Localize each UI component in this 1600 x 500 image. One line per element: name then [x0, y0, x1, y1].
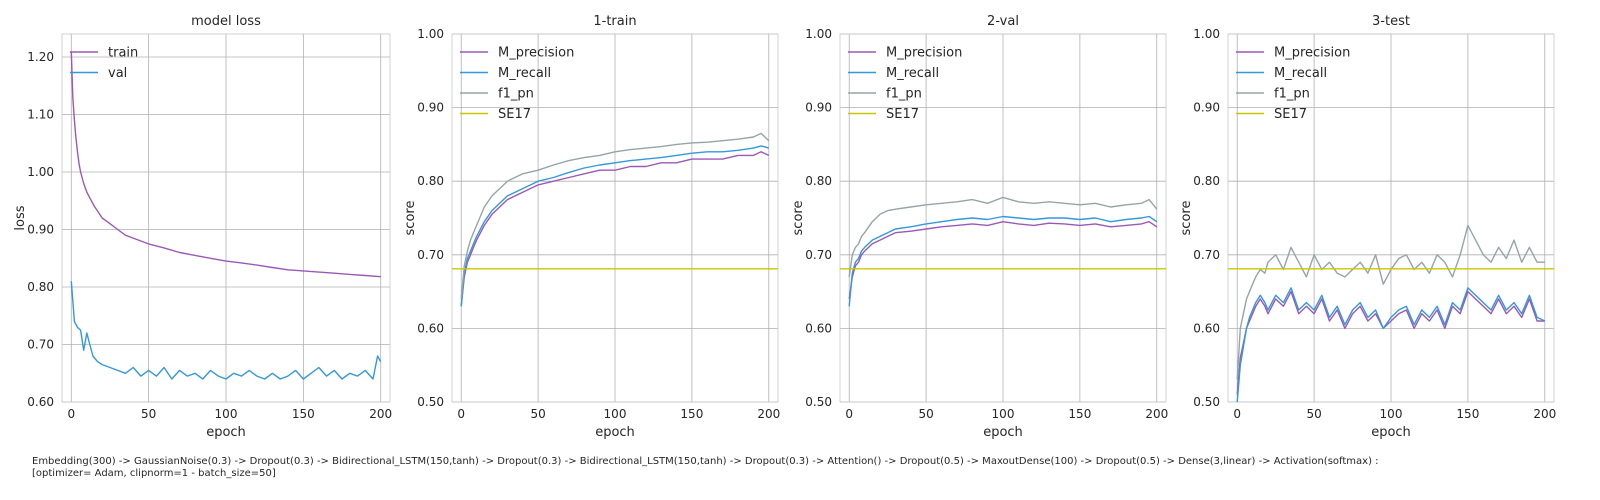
- y-tick-label: 0.90: [805, 101, 832, 115]
- y-axis-label: score: [791, 201, 806, 236]
- legend-label: f1_pn: [886, 87, 922, 102]
- series-line-m-precision: [848, 220, 1158, 300]
- y-tick-label: 1.00: [27, 165, 54, 179]
- plot-frame: [1227, 33, 1555, 403]
- legend-label: M_recall: [886, 66, 939, 81]
- x-tick-label: 100: [604, 407, 627, 421]
- x-axis-label: epoch: [206, 425, 246, 440]
- y-tick-label: 0.70: [417, 248, 444, 262]
- x-tick-label: 0: [1233, 407, 1241, 421]
- series-line-m-precision: [1236, 290, 1545, 395]
- series-line-f1-pn: [460, 132, 770, 300]
- y-tick-label: 0.70: [805, 248, 832, 262]
- y-tick-label: 0.50: [417, 395, 444, 409]
- y-tick-label: 0.60: [417, 321, 444, 335]
- x-tick-label: 100: [1380, 407, 1403, 421]
- legend-label: SE17: [886, 107, 919, 122]
- y-tick-label: 0.90: [1193, 101, 1220, 115]
- chart-panel-3: 0 50 100 150 200 0.50 0.60 0.70 0.80 0.90 1.00 M_pr…: [791, 14, 1168, 440]
- y-tick-label: 0.80: [1193, 174, 1220, 188]
- y-tick-label: 0.90: [27, 223, 54, 237]
- x-tick-label: 100: [992, 407, 1015, 421]
- y-tick-label: 0.70: [27, 338, 54, 352]
- x-tick-label: 200: [1145, 407, 1168, 421]
- x-axis-label: epoch: [1371, 425, 1411, 440]
- x-tick-label: 150: [680, 407, 703, 421]
- chart-title: 1-train: [593, 14, 636, 29]
- legend-label: M_precision: [498, 46, 574, 61]
- series-line-m-recall: [848, 215, 1158, 307]
- legend-label: SE17: [498, 107, 531, 122]
- legend-label: val: [108, 66, 127, 81]
- y-tick-label: 0.80: [417, 174, 444, 188]
- plot-frame: [839, 33, 1167, 403]
- y-tick-label: 0.60: [805, 321, 832, 335]
- chart-panel-2: 0 50 100 150 200 0.50 0.60 0.70 0.80 0.90 1.00 M_pr…: [403, 14, 780, 440]
- legend-label: M_recall: [498, 66, 551, 81]
- y-tick-label: 0.50: [1193, 395, 1220, 409]
- y-tick-label: 0.80: [805, 174, 832, 188]
- chart-panel-4: 0 50 100 150 200 0.50 0.60 0.70 0.80 0.90 1.00 M_pr…: [1179, 14, 1556, 440]
- x-tick-label: 50: [1306, 407, 1321, 421]
- model-architecture-caption: Embedding(300) -> GaussianNoise(0.3) -> …: [32, 456, 1572, 480]
- x-axis-label: epoch: [595, 425, 635, 440]
- x-tick-label: 150: [1456, 407, 1479, 421]
- x-tick-label: 0: [845, 407, 853, 421]
- x-axis-label: epoch: [983, 425, 1023, 440]
- series-line-f1-pn: [848, 196, 1158, 277]
- y-tick-label: 1.00: [1193, 27, 1220, 41]
- legend-label: train: [108, 46, 138, 61]
- x-tick-label: 50: [530, 407, 545, 421]
- series-line-m-precision: [460, 151, 770, 307]
- legend-label: SE17: [1274, 107, 1307, 122]
- y-tick-label: 1.00: [417, 27, 444, 41]
- y-tick-label: 0.70: [1193, 248, 1220, 262]
- plot-frame: [61, 33, 391, 403]
- chart-title: model loss: [191, 14, 261, 29]
- legend-label: f1_pn: [1274, 87, 1310, 102]
- legend-label: M_precision: [1274, 46, 1350, 61]
- series-line-m-recall: [460, 145, 769, 307]
- x-tick-label: 200: [1533, 407, 1556, 421]
- y-tick-label: 0.50: [805, 395, 832, 409]
- legend-label: M_precision: [886, 46, 962, 61]
- x-tick-label: 0: [457, 407, 465, 421]
- x-tick-label: 150: [292, 407, 315, 421]
- series-line-m-recall: [1236, 287, 1546, 403]
- caption-line-1: Embedding(300) -> GaussianNoise(0.3) -> …: [32, 456, 1379, 467]
- chart-title: 3-test: [1372, 14, 1410, 29]
- series-line-train: [70, 51, 381, 278]
- y-tick-label: 1.00: [805, 27, 832, 41]
- chart-title: 2-val: [987, 14, 1019, 29]
- chart-panel-1: 0 50 100 150 200 0.60 0.70 0.80 0.90 1.00 1.10 1.20…: [13, 14, 392, 440]
- series-line-f1-pn: [1236, 224, 1545, 380]
- y-tick-label: 0.60: [27, 395, 54, 409]
- y-tick-label: 0.80: [27, 280, 54, 294]
- y-axis-label: loss: [13, 205, 28, 230]
- y-axis-label: score: [1179, 201, 1194, 236]
- x-tick-label: 50: [918, 407, 933, 421]
- y-tick-label: 0.60: [1193, 321, 1220, 335]
- figure: 0 50 100 150 200 0.60 0.70 0.80 0.90 1.00 1.10 1.20…: [13, 14, 1556, 440]
- legend-label: M_recall: [1274, 66, 1327, 81]
- x-tick-label: 200: [369, 407, 392, 421]
- x-tick-label: 100: [215, 407, 238, 421]
- y-tick-label: 1.10: [27, 108, 54, 122]
- caption-line-2: [optimizer= Adam, clipnorm=1 - batch_siz…: [32, 468, 276, 479]
- series-line-val: [70, 281, 382, 380]
- x-tick-label: 200: [757, 407, 780, 421]
- y-tick-label: 0.90: [417, 101, 444, 115]
- y-tick-label: 1.20: [27, 50, 54, 64]
- x-tick-label: 150: [1068, 407, 1091, 421]
- x-tick-label: 0: [67, 407, 75, 421]
- y-axis-label: score: [403, 201, 418, 236]
- x-tick-label: 50: [141, 407, 156, 421]
- plot-frame: [451, 33, 779, 403]
- legend-label: f1_pn: [498, 87, 534, 102]
